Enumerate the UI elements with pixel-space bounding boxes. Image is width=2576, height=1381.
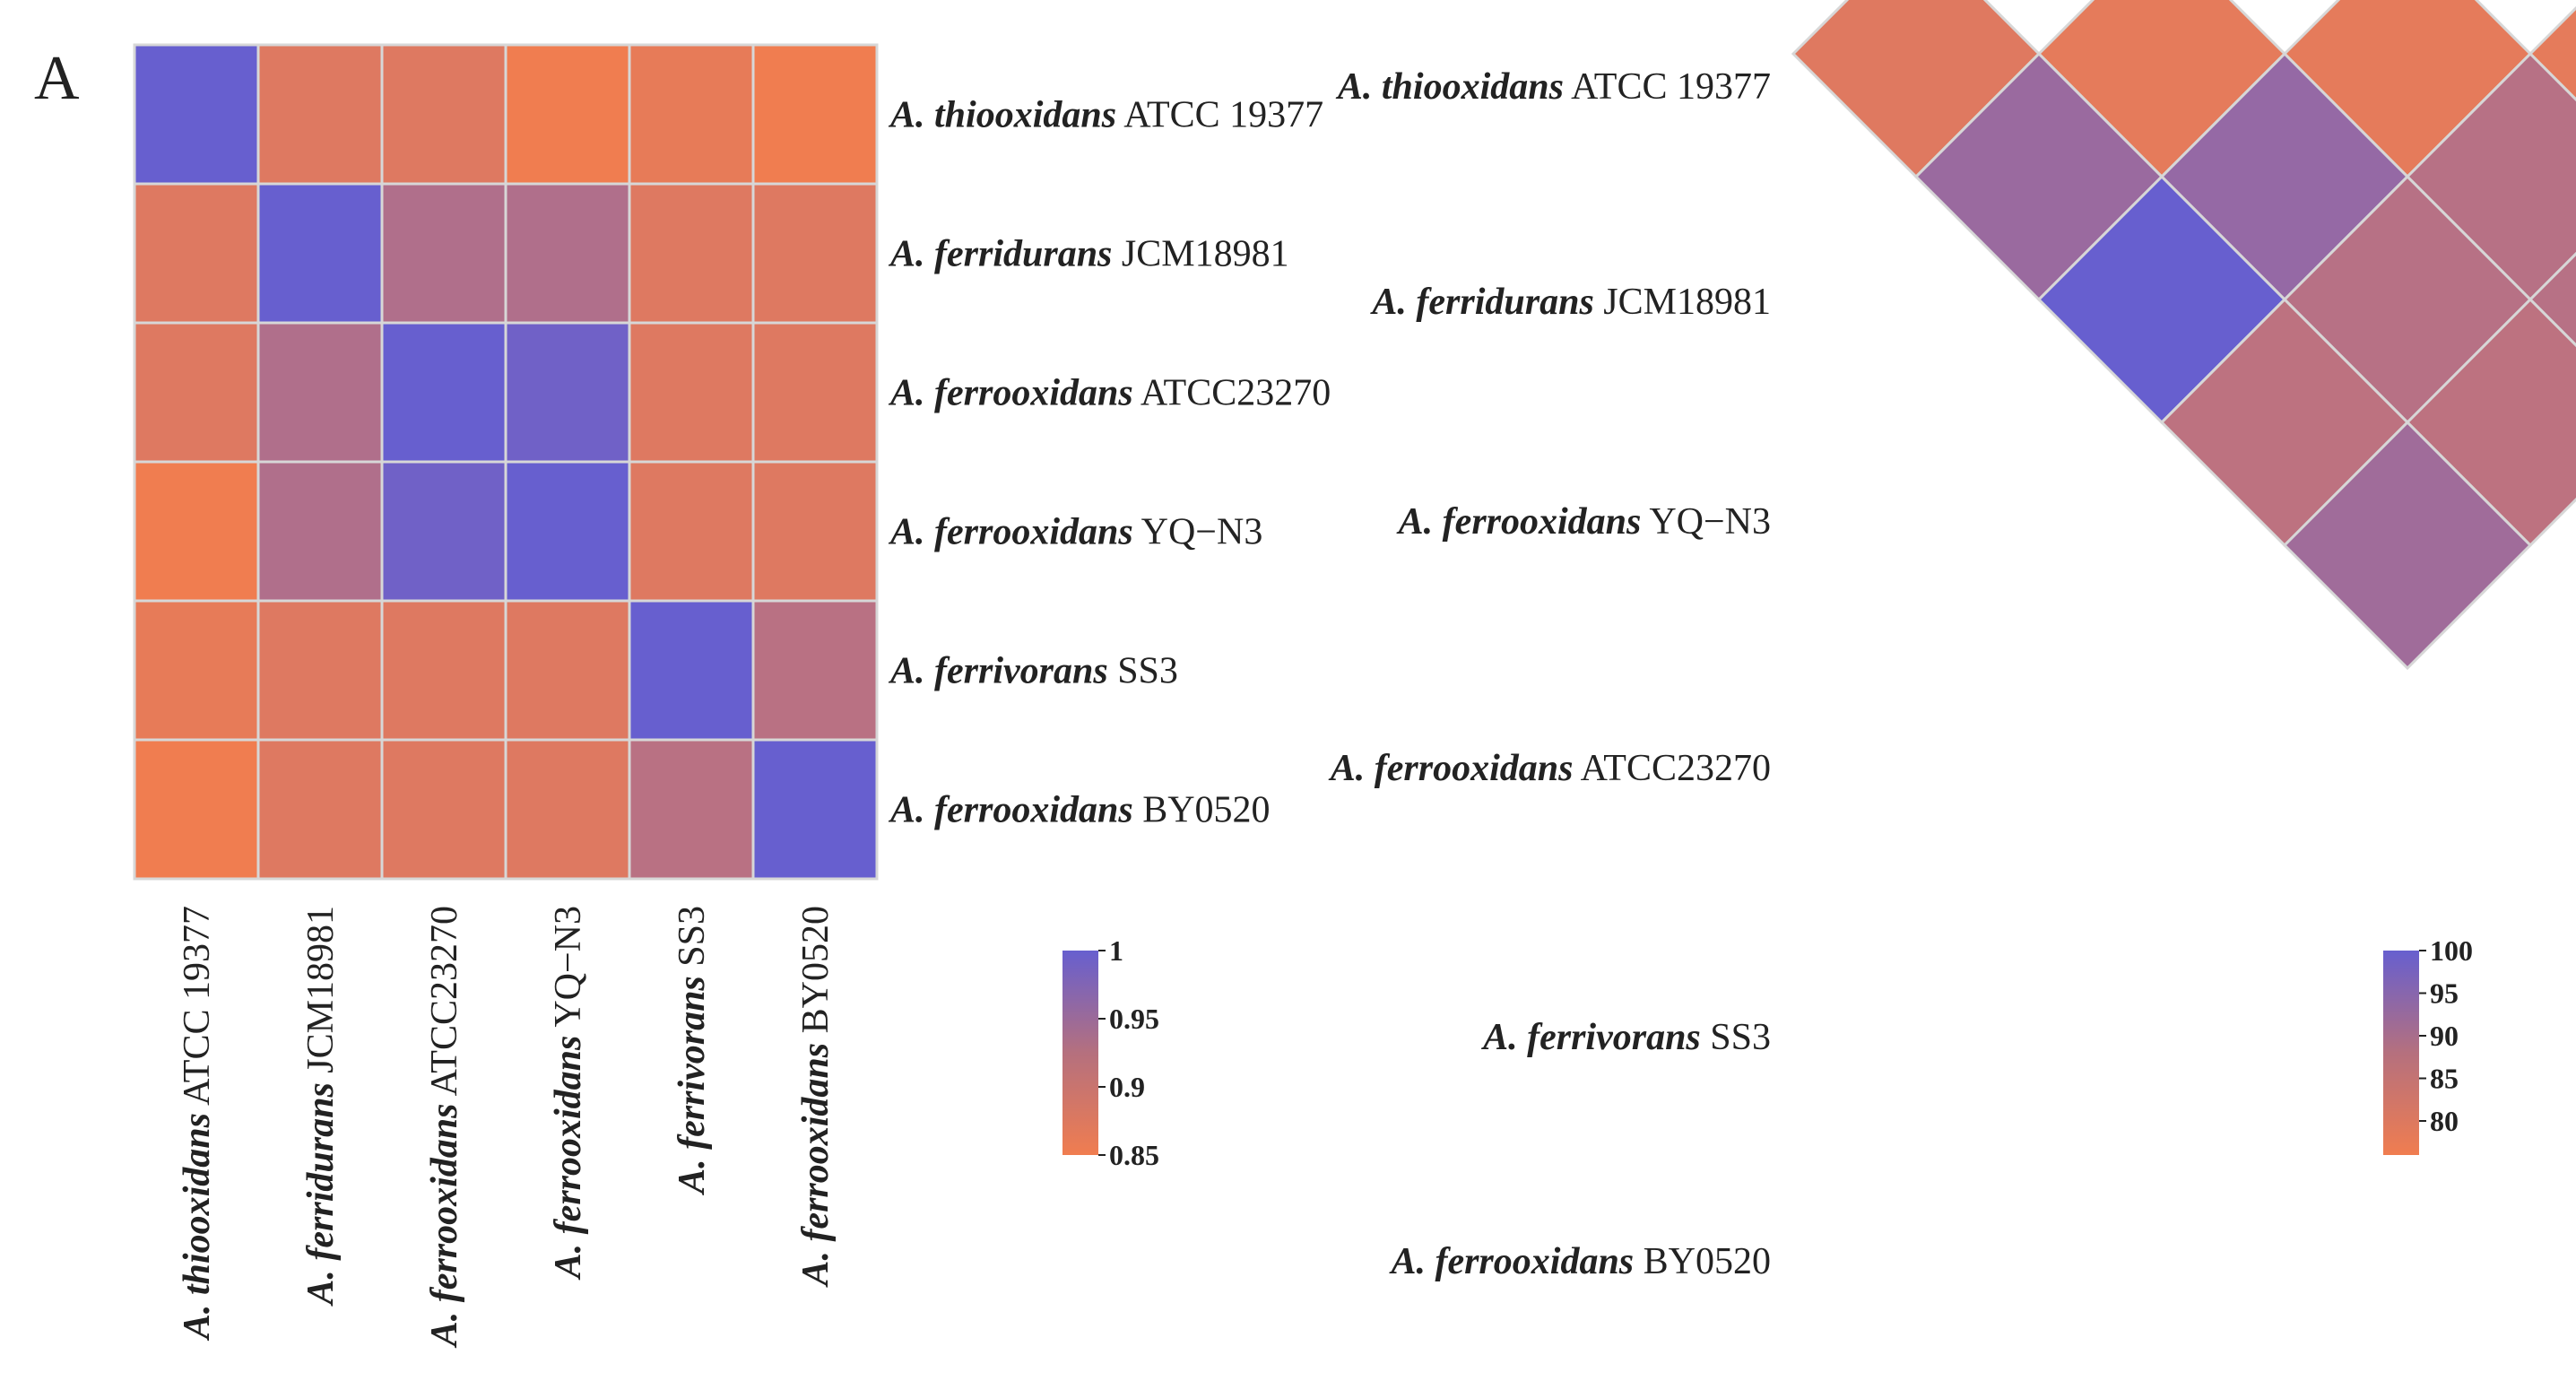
heatmap-a-column-label: A. ferrivorans SS3 xyxy=(672,906,713,1196)
heatmap-a-cell xyxy=(133,599,260,742)
panel-label-a: A xyxy=(34,44,80,113)
heatmap-a-cell xyxy=(256,321,384,464)
heatmap-a-column-label: A. thiooxidans ATCC 19377 xyxy=(177,906,218,1342)
heatmap-a-cell xyxy=(133,321,260,464)
colorbar-b: 100 95 90 85 80 xyxy=(2383,934,2473,1155)
heatmap-b-cell xyxy=(2282,420,2533,671)
colorbar-a-tick-label: 0.9 xyxy=(1109,1071,1145,1103)
heatmap-a-row-labels: A. thiooxidans ATCC 19377 A. ferridurans … xyxy=(888,95,1331,831)
heatmap-a-cells xyxy=(133,43,879,881)
heatmap-a-column-label: A. ferrooxidans ATCC23270 xyxy=(424,906,465,1349)
heatmap-a-row-label: A. thiooxidans ATCC 19377 xyxy=(888,95,1323,136)
colorbar-b-tick-label: 95 xyxy=(2430,977,2459,1010)
heatmap-a-row-label: A. ferridurans JCM18981 xyxy=(888,234,1289,275)
heatmap-a-cell xyxy=(751,460,879,603)
heatmap-a-cell xyxy=(504,460,631,603)
colorbar-b-tick-label: 90 xyxy=(2430,1020,2459,1052)
heatmap-a-cell xyxy=(504,738,631,881)
heatmap-b-row-label: A. ferrooxidans YQ−N3 xyxy=(1396,501,1771,543)
heatmap-a-cell xyxy=(504,599,631,742)
heatmap-a-column-label: A. ferrooxidans YQ−N3 xyxy=(548,906,589,1281)
colorbar-a-tick-label: 0.95 xyxy=(1109,1003,1159,1035)
heatmap-a-cell xyxy=(628,321,755,464)
panel-a: A A. thiooxidans ATCC 19377 A. ferriduran… xyxy=(34,43,1331,1349)
colorbar-b-tick-label: 85 xyxy=(2430,1063,2459,1095)
heatmap-a-cell xyxy=(256,182,384,325)
heatmap-a-cell xyxy=(133,182,260,325)
heatmap-a-cell xyxy=(380,321,507,464)
heatmap-a-cell xyxy=(628,599,755,742)
heatmap-a-row-label: A. ferrivorans SS3 xyxy=(888,651,1178,692)
heatmap-a-cell xyxy=(628,182,755,325)
heatmap-a-cell xyxy=(751,599,879,742)
colorbar-a-tick-label: 0.85 xyxy=(1109,1139,1159,1171)
heatmap-a-cell xyxy=(751,182,879,325)
heatmap-a-cell xyxy=(133,738,260,881)
heatmap-a-cell xyxy=(380,460,507,603)
heatmap-a-column-label: A. ferridurans JCM18981 xyxy=(300,906,342,1307)
colorbar-b-gradient xyxy=(2383,951,2419,1155)
heatmap-a-cell xyxy=(504,182,631,325)
heatmap-a-cell xyxy=(256,599,384,742)
heatmap-a-cell xyxy=(380,738,507,881)
heatmap-a-cell xyxy=(504,43,631,186)
heatmap-a-column-label: A. ferrooxidans BY0520 xyxy=(795,906,837,1289)
heatmap-b-row-label: A. thiooxidans ATCC 19377 xyxy=(1335,66,1771,108)
colorbar-a-gradient xyxy=(1062,951,1098,1155)
heatmap-a-cell xyxy=(256,460,384,603)
heatmap-a-cell xyxy=(380,599,507,742)
heatmap-a-cell xyxy=(628,460,755,603)
heatmap-a-row-label: A. ferrooxidans ATCC23270 xyxy=(888,373,1331,414)
colorbar-a-tick-label: 1 xyxy=(1109,934,1123,967)
heatmap-a-cell xyxy=(380,182,507,325)
heatmap-a-cell xyxy=(751,321,879,464)
colorbar-b-tick-label: 100 xyxy=(2430,934,2473,967)
heatmap-b-row-label: A. ferrooxidans BY0520 xyxy=(1388,1241,1771,1282)
heatmap-b-cell xyxy=(2528,251,2576,348)
heatmap-a-cell xyxy=(133,43,260,186)
heatmap-a-cell xyxy=(504,321,631,464)
heatmap-a-cell xyxy=(133,460,260,603)
colorbar-b-tick-label: 80 xyxy=(2430,1105,2459,1137)
colorbar-a: 1 0.95 0.9 0.85 xyxy=(1062,934,1159,1171)
heatmap-b-cell xyxy=(2528,5,2576,102)
heatmap-b-row-label: A. ferridurans JCM18981 xyxy=(1369,282,1771,323)
heatmap-a-cell xyxy=(256,738,384,881)
heatmap-a-cell xyxy=(751,43,879,186)
heatmap-a-cell xyxy=(628,43,755,186)
heatmap-b-row-labels: A. thiooxidans ATCC 19377 A. ferridurans … xyxy=(1328,66,1771,1282)
heatmap-a-column-labels: A. thiooxidans ATCC 19377 A. ferridurans … xyxy=(177,906,837,1349)
heatmap-a-cell xyxy=(751,738,879,881)
heatmap-b-cells xyxy=(1791,0,2576,671)
heatmap-b-row-label: A. ferrooxidans ATCC23270 xyxy=(1328,748,1771,789)
heatmap-a-cell xyxy=(628,738,755,881)
heatmap-a-row-label: A. ferrooxidans BY0520 xyxy=(888,790,1271,831)
heatmap-b-row-label: A. ferrivorans SS3 xyxy=(1480,1017,1771,1058)
heatmap-a-row-label: A. ferrooxidans YQ−N3 xyxy=(888,512,1262,553)
heatmap-a-cell xyxy=(256,43,384,186)
heatmap-a-cell xyxy=(380,43,507,186)
